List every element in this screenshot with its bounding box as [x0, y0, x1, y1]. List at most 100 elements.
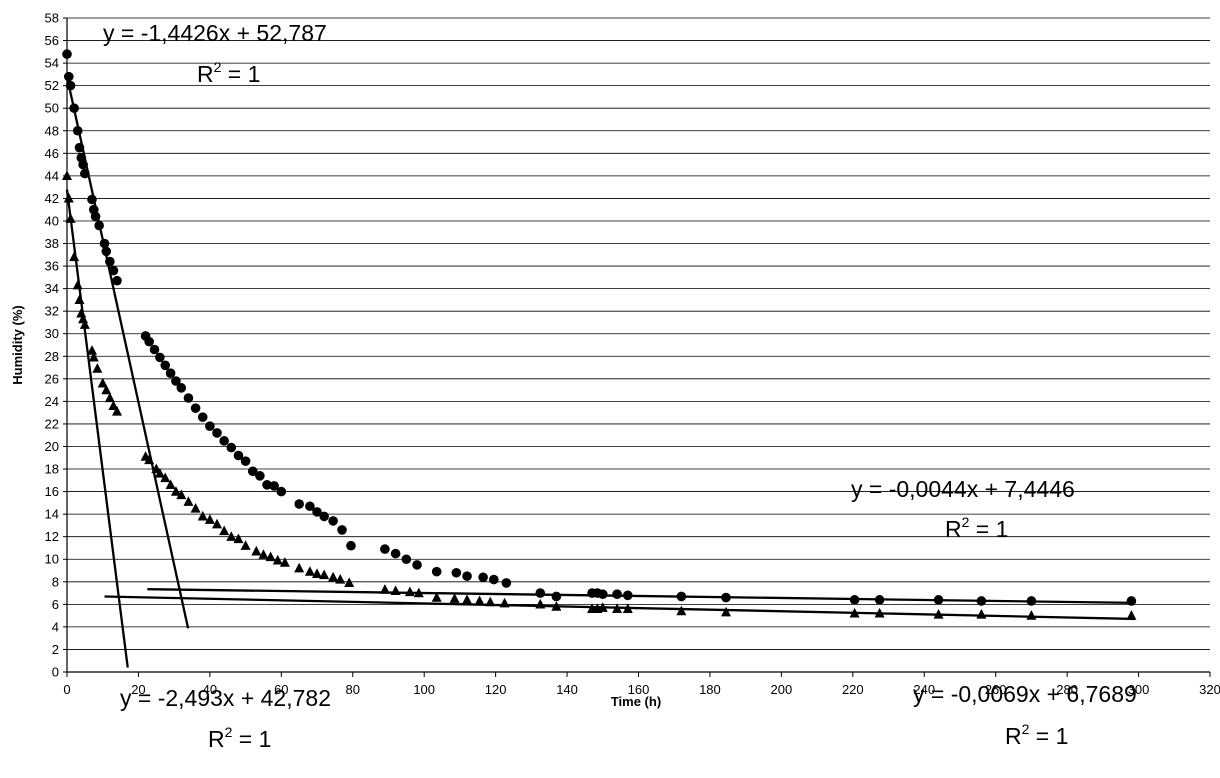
data-point-series-2: [88, 351, 99, 362]
trendline-equation-3: y = -0,0044x + 7,4446: [851, 476, 1075, 502]
x-tick-label: 100: [413, 682, 435, 697]
data-point-series-1: [247, 466, 258, 477]
data-point-series-2: [240, 540, 251, 550]
x-tick-label: 180: [699, 682, 721, 697]
y-axis-title: Humidity (%): [10, 305, 25, 384]
trendline-r2-3: R2 = 1: [945, 514, 1008, 542]
data-point-series-2: [413, 587, 424, 598]
data-point-series-1: [294, 499, 304, 509]
data-point-series-1: [205, 421, 215, 431]
data-point-series-2: [154, 468, 165, 478]
data-point-series-2: [597, 602, 608, 612]
data-point-series-2: [404, 586, 415, 597]
y-tick-label: 18: [45, 462, 59, 477]
y-tick-label: 6: [52, 597, 59, 612]
y-tick-label: 36: [45, 259, 59, 274]
data-point-series-2: [849, 607, 860, 618]
data-point-series-2: [304, 566, 315, 576]
x-tick-label: 320: [1199, 682, 1220, 697]
data-point-series-2: [1126, 610, 1137, 620]
data-point-series-1: [1026, 596, 1037, 606]
data-point-series-1: [255, 471, 265, 481]
data-point-series-1: [183, 393, 194, 403]
x-tick-label: 220: [842, 682, 864, 697]
data-point-series-2: [226, 531, 237, 541]
data-point-series-1: [90, 211, 101, 222]
y-tick-label: 46: [45, 146, 59, 161]
trendline-r2-2: R2 = 1: [208, 724, 271, 752]
data-point-series-1: [171, 376, 181, 386]
data-point-series-2: [335, 574, 346, 584]
data-point-series-2: [190, 503, 201, 513]
data-point-series-1: [501, 578, 512, 588]
data-point-series-1: [462, 571, 472, 581]
data-point-series-1: [535, 588, 546, 598]
y-tick-label: 40: [45, 213, 59, 228]
data-point-series-1: [233, 450, 244, 461]
data-point-series-1: [65, 80, 76, 91]
y-tick-label: 42: [45, 191, 59, 206]
data-point-series-2: [251, 545, 262, 556]
data-point-series-1: [219, 436, 229, 446]
trendline-equation-1: y = -1,4426x + 52,787: [103, 20, 327, 46]
data-point-series-1: [337, 525, 347, 535]
data-point-series-2: [197, 510, 208, 521]
data-point-series-1: [94, 220, 104, 231]
data-point-series-1: [144, 336, 154, 347]
data-point-series-1: [165, 368, 176, 378]
data-point-series-2: [87, 345, 98, 355]
x-tick-label: 140: [556, 682, 578, 697]
data-point-series-2: [258, 549, 269, 559]
data-point-series-2: [279, 557, 290, 567]
data-point-series-2: [1026, 610, 1037, 620]
data-point-series-1: [176, 383, 187, 393]
data-point-series-1: [849, 595, 860, 605]
y-tick-label: 8: [52, 574, 59, 589]
data-point-series-1: [74, 142, 85, 153]
data-point-series-1: [269, 481, 279, 491]
y-tick-label: 34: [45, 281, 59, 296]
data-point-series-1: [451, 567, 462, 578]
y-tick-label: 56: [45, 33, 59, 48]
y-tick-label: 30: [45, 326, 59, 341]
data-point-series-1: [551, 591, 562, 602]
y-tick-label: 48: [45, 123, 59, 138]
data-point-series-1: [112, 275, 122, 286]
trendline-equation-2: y = -2,493x + 42,782: [120, 685, 331, 711]
y-tick-labels: 0246810121416182022242628303234363840424…: [45, 11, 59, 680]
y-tick-label: 24: [45, 394, 59, 409]
data-point-series-2: [976, 608, 987, 619]
data-point-series-2: [535, 598, 546, 609]
data-point-series-1: [721, 592, 731, 603]
data-point-series-1: [105, 256, 115, 267]
y-tick-label: 50: [45, 101, 59, 116]
data-point-series-2: [160, 472, 171, 483]
x-tick-label: 40: [203, 682, 217, 697]
data-point-series-1: [226, 442, 237, 453]
data-point-series-2: [204, 514, 215, 524]
data-point-series-1: [489, 574, 499, 585]
data-point-series-1: [80, 168, 90, 179]
data-point-series-2: [74, 294, 85, 305]
data-point-series-1: [676, 591, 687, 602]
y-tick-label: 26: [45, 371, 59, 386]
x-tick-labels: 0 20 40 60 80 100 120 140 160 180 200 220 240 260 280 3…: [63, 682, 1220, 697]
data-point-series-2: [265, 551, 276, 562]
data-point-series-1: [312, 507, 322, 517]
data-point-series-2: [233, 533, 244, 544]
data-point-series-1: [346, 540, 356, 551]
data-point-series-1: [62, 49, 72, 59]
data-point-series-2: [328, 571, 339, 582]
data-point-series-1: [197, 412, 208, 422]
data-point-series-1: [874, 595, 885, 605]
x-tick-label: 260: [985, 682, 1007, 697]
x-axis-title: Time (h): [611, 694, 661, 709]
data-point-series-1: [63, 71, 74, 82]
data-point-series-1: [412, 560, 422, 570]
data-point-series-2: [933, 608, 944, 619]
data-point-series-2: [72, 279, 83, 290]
y-tick-label: 54: [45, 56, 59, 71]
data-point-series-1: [72, 125, 83, 136]
trendlines: [65, 76, 1136, 668]
